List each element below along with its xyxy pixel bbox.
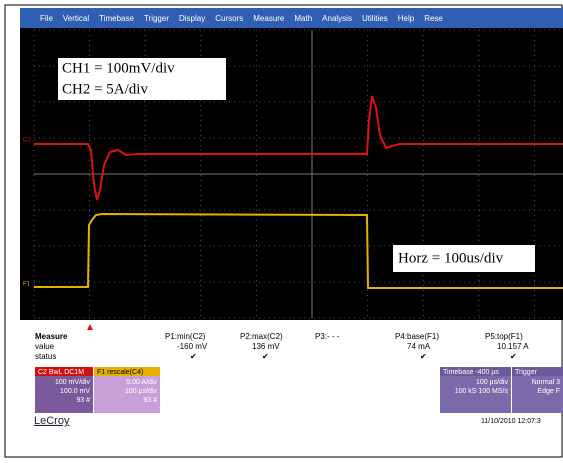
measure-header: P2:max(C2) — [240, 332, 283, 341]
menu-item[interactable]: Display — [179, 14, 205, 23]
measure-header: Measure — [35, 332, 68, 341]
box-line: 100 kS 100 MS/s — [455, 388, 509, 395]
box-body[interactable] — [35, 376, 93, 413]
box-header[interactable] — [512, 367, 563, 376]
measure-value: 74 mA — [407, 342, 431, 351]
box-line: 100 µs/div — [476, 379, 509, 386]
box-title: F1 rescale(C4) — [97, 369, 143, 376]
box-header[interactable] — [35, 367, 93, 376]
box-line: 93 # — [76, 397, 90, 404]
box-body[interactable] — [512, 376, 563, 413]
measure-header: P4:base(F1) — [395, 332, 439, 341]
annotation-box — [393, 245, 535, 272]
measure-header: P3:- - - — [315, 332, 340, 341]
measure-value: 136 mV — [252, 342, 280, 351]
box-line: 5.00 A/div — [126, 379, 157, 386]
menu-item[interactable]: Measure — [253, 14, 285, 23]
box-line: Normal 3 — [532, 379, 561, 386]
menu-item[interactable]: Analysis — [322, 14, 352, 23]
c2-trace — [34, 95, 563, 201]
measure-header: P5:top(F1) — [485, 332, 523, 341]
box-title: Timebase -400 µs — [443, 369, 499, 376]
trigger-marker — [87, 324, 93, 330]
f1-trace — [34, 212, 563, 289]
box-line: 100 mV/div — [55, 379, 91, 386]
box-line: Edge F — [537, 388, 560, 395]
annotation: Horz = 100us/div — [398, 250, 504, 266]
measure-value: 10.157 A — [497, 342, 529, 351]
box-title: Trigger — [515, 369, 538, 376]
menu-item[interactable]: Utilities — [362, 14, 388, 23]
measure-status: ✔ — [510, 352, 517, 361]
logo: LeCroy — [34, 415, 70, 427]
box-header[interactable] — [94, 367, 160, 376]
box-body[interactable] — [440, 376, 511, 413]
annotation: CH2 = 5A/div — [62, 81, 148, 97]
menu-item[interactable]: Cursors — [215, 14, 243, 23]
annotation: CH1 = 100mV/div — [62, 60, 175, 76]
measure-status: ✔ — [420, 352, 427, 361]
annotation-box — [58, 58, 226, 100]
menu-item[interactable]: Timebase — [99, 14, 134, 23]
measure-value: -160 mV — [177, 342, 208, 351]
c2-marker: C2 — [23, 138, 31, 144]
box-title: C2 BwL DC1M — [38, 369, 84, 376]
measure-value: value — [35, 342, 55, 351]
box-body[interactable] — [94, 376, 160, 413]
measure-status: ✔ — [190, 352, 197, 361]
ui: File Vertical Timebase Trigger Display Cursor… — [35, 14, 563, 413]
menu-item[interactable]: Vertical — [63, 14, 89, 23]
box-line: 100.0 mV — [60, 388, 90, 395]
menu-bar — [20, 8, 563, 28]
box-line: 93 # — [143, 397, 157, 404]
box-header[interactable] — [440, 367, 511, 376]
measure-status: status — [35, 352, 56, 361]
box-line: 100 µs/div — [125, 388, 158, 395]
menu-item[interactable]: File — [40, 14, 53, 23]
f1-marker: F1 — [23, 282, 31, 288]
measure-status: ✔ — [262, 352, 269, 361]
menu-item[interactable]: Trigger — [144, 14, 169, 23]
measure-header: P1:min(C2) — [165, 332, 206, 341]
menu-item[interactable]: Rese — [424, 14, 443, 23]
menu-item[interactable]: Math — [294, 14, 312, 23]
menu-item[interactable]: Help — [398, 14, 415, 23]
date: 11/10/2010 12:07:3 — [481, 418, 541, 425]
